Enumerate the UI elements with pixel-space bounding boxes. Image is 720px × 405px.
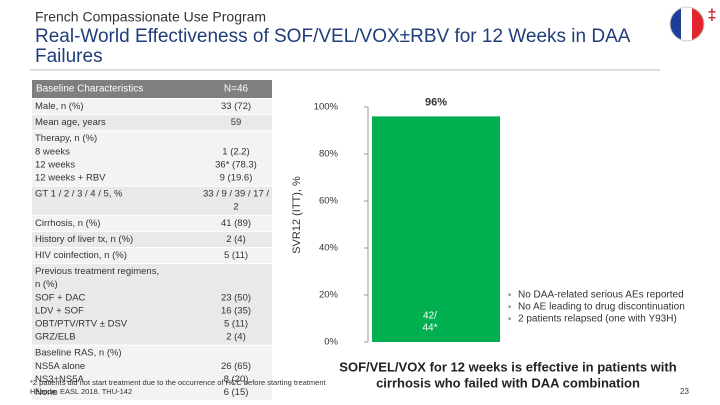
table-header: N=46 xyxy=(224,84,249,95)
bar-annotation: 42/ xyxy=(423,311,437,322)
bar-annotation: 44* xyxy=(422,323,437,334)
table-row-bg xyxy=(32,186,272,215)
bullet-dot: ▪ xyxy=(508,289,511,299)
title: Failures xyxy=(35,46,103,67)
row-value: 41 (89) xyxy=(221,218,251,229)
row-label: HIV coinfection, n (%) xyxy=(35,250,127,261)
row-label: SOF + DAC xyxy=(35,292,86,303)
row-value: 36* (78.3) xyxy=(215,159,257,170)
row-label: Baseline RAS, n (%) xyxy=(35,348,122,359)
y-tick-label: 100% xyxy=(314,102,339,113)
row-value: 33 (72) xyxy=(221,101,251,112)
mark: ‡ xyxy=(708,7,717,24)
row-label: Male, n (%) xyxy=(35,101,84,112)
table-row-bg xyxy=(32,99,272,115)
conclusion: SOF/VEL/VOX for 12 weeks is effective in… xyxy=(339,359,676,374)
bullet-dot: ▪ xyxy=(508,313,511,323)
row-label: 12 weeks + RBV xyxy=(35,173,106,184)
row-value: 33 / 9 / 39 / 17 / xyxy=(203,189,269,200)
row-label: None xyxy=(35,387,58,398)
row-value: 2 xyxy=(233,202,238,213)
bullet: 2 patients relapsed (one with Y93H) xyxy=(518,314,677,325)
row-value: 26 (65) xyxy=(221,361,251,372)
row-label: GT 1 / 2 / 3 / 4 / 5, % xyxy=(35,189,123,200)
page-number: 23 xyxy=(680,387,689,396)
row-value: 5 (11) xyxy=(224,250,248,261)
table-row-bg xyxy=(32,248,272,264)
table-row-bg xyxy=(32,264,272,345)
row-value: 6 (15) xyxy=(224,387,249,398)
y-tick-label: 40% xyxy=(319,243,339,254)
row-value: 16 (35) xyxy=(221,305,251,316)
value-label: 96% xyxy=(425,96,447,108)
row-label: 12 weeks xyxy=(35,159,75,170)
footnote: *2 patients did not start treatment due … xyxy=(30,378,326,387)
row-label: Previous treatment regimens, xyxy=(35,266,159,277)
row-label: NS5A alone xyxy=(35,361,85,372)
bullet-dot: ▪ xyxy=(508,301,511,311)
bullet: No AE leading to drug discontinuation xyxy=(518,302,685,313)
row-label: 8 weeks xyxy=(35,146,70,157)
row-value: 8 (20) xyxy=(224,374,249,385)
row-value: 2 (4) xyxy=(226,332,246,343)
table-header-bg xyxy=(32,80,272,98)
y-tick-label: 60% xyxy=(319,196,339,207)
bullet: No DAA-related serious AEs reported xyxy=(518,290,684,301)
y-axis-label: SVR12 (ITT), % xyxy=(291,176,303,254)
row-label: GRZ/ELB xyxy=(35,332,76,343)
row-label: Mean age, years xyxy=(35,117,106,128)
row-label: OBT/PTV/RTV ± DSV xyxy=(35,319,128,330)
row-value: 5 (11) xyxy=(224,319,248,330)
row-label: LDV + SOF xyxy=(35,305,84,316)
table-row-bg xyxy=(32,231,272,247)
table-row-bg xyxy=(32,131,272,186)
subtitle: French Compassionate Use Program xyxy=(35,9,266,25)
title: Real-World Effectiveness of SOF/VEL/VOX±… xyxy=(35,26,631,47)
footnote: Hézode. EASL 2018. THU-142 xyxy=(30,387,132,396)
table-row-bg xyxy=(32,115,272,131)
row-value: 9 (19.6) xyxy=(220,173,253,184)
table-header: Baseline Characteristics xyxy=(36,84,143,95)
y-tick-label: 20% xyxy=(319,290,339,301)
table-row-bg xyxy=(32,215,272,231)
row-label: History of liver tx, n (%) xyxy=(35,234,133,245)
row-value: 59 xyxy=(231,117,242,128)
row-label: NS3+NS5A xyxy=(35,374,85,385)
conclusion: cirrhosis who failed with DAA combinatio… xyxy=(376,375,640,390)
row-label: Cirrhosis, n (%) xyxy=(35,218,100,229)
table-row-bg xyxy=(32,345,272,401)
y-tick-label: 0% xyxy=(324,337,338,348)
row-label: n (%) xyxy=(35,279,58,290)
row-value: 23 (50) xyxy=(221,292,251,303)
row-value: 2 (4) xyxy=(226,234,246,245)
bar xyxy=(372,116,500,343)
row-label: Therapy, n (%) xyxy=(35,133,97,144)
flag xyxy=(669,6,705,42)
row-value: 1 (2.2) xyxy=(222,146,249,157)
y-tick-label: 80% xyxy=(319,149,339,160)
